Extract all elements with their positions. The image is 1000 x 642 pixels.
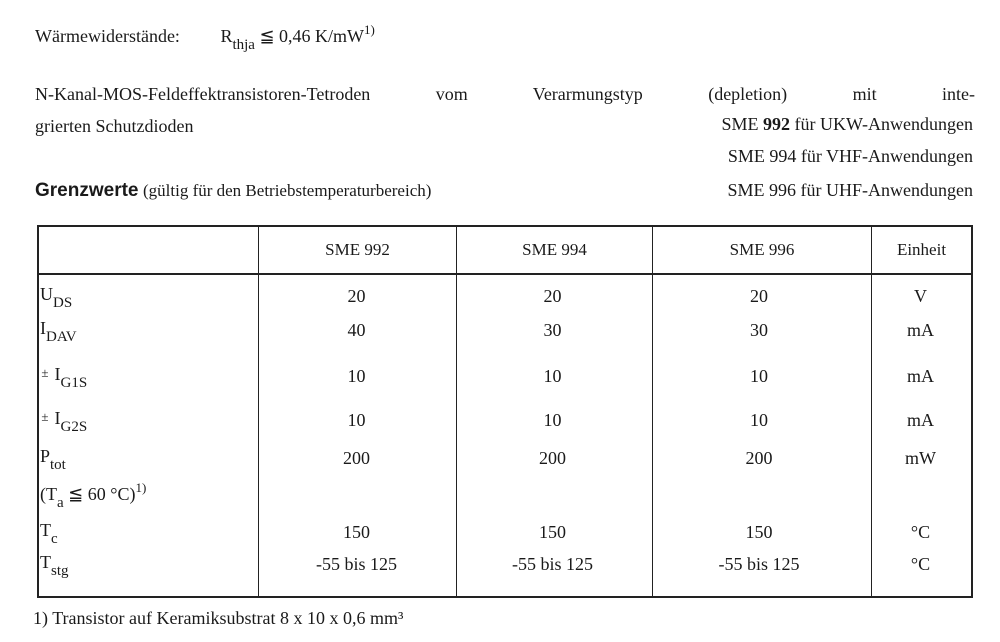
header-sme996: SME 996 [652, 226, 872, 275]
variant-type: SME [721, 114, 759, 134]
param-subscript: DAV [46, 329, 77, 345]
footnote-text: Transistor auf Keramiksubstrat 8 x 10 x … [52, 608, 404, 628]
table-cell: 200 [343, 448, 370, 468]
condition-open: (T [40, 484, 57, 504]
variant-use: für UHF-Anwendungen [800, 180, 973, 200]
variant-994: SME 994 für VHF-Anwendungen [728, 146, 973, 167]
param-symbol: T [40, 552, 51, 572]
param-symbol: T [40, 520, 51, 540]
table-cell: 200 [745, 448, 773, 468]
table-header-row: SME 992 SME 994 SME 996 Einheit [37, 226, 973, 275]
unit-cell: mW [905, 448, 936, 468]
row-parameter: Ptot [40, 446, 66, 474]
param-subscript: stg [51, 563, 69, 579]
table-cell: 150 [745, 522, 773, 542]
table-cell: 30 [750, 320, 768, 340]
symbol-r: R [220, 26, 233, 46]
limits-table: SME 992 SME 994 SME 996 Einheit [37, 225, 973, 598]
table-cell: 150 [343, 522, 370, 542]
plus-minus-sign: ± [41, 409, 49, 424]
intro-line-2: grierten Schutzdioden [35, 116, 194, 136]
table-cell: 150 [539, 522, 566, 542]
unit-cell: mA [907, 320, 934, 340]
unit-cell: °C [910, 554, 931, 574]
param-subscript: DS [53, 295, 73, 311]
unit-cell: mA [907, 366, 934, 386]
table-cell: 200 [539, 448, 566, 468]
row-parameter: UDS [40, 284, 72, 312]
row-parameter: Tstg [40, 552, 69, 580]
condition-sub: a [57, 495, 64, 511]
section-heading: Grenzwerte (gültig für den Betriebstempe… [35, 180, 431, 202]
table-cell: 10 [347, 366, 366, 386]
header-sme992: SME 992 [258, 226, 457, 275]
unit-cell: V [914, 286, 927, 306]
section-subtitle: (gültig für den Betriebstemperaturbereic… [142, 181, 432, 200]
thermal-value: 0,46 K/mW [279, 26, 365, 46]
table-cell: -55 bis 125 [718, 554, 800, 574]
param-subscript: G2S [60, 419, 88, 435]
variant-number: 992 [763, 114, 791, 134]
table-cell: 10 [750, 366, 768, 386]
table-cell: 40 [347, 320, 366, 340]
intro-line-1: N-Kanal-MOS-Feldeffektransistoren-Tetrod… [35, 84, 975, 104]
header-unit: Einheit [871, 226, 973, 275]
footnote-mark: 1) [33, 608, 48, 628]
section-title: Grenzwerte [35, 180, 139, 201]
unit-cell: mA [907, 410, 934, 430]
variant-number: 994 [769, 146, 797, 166]
row-parameter: ± IG1S [40, 364, 87, 392]
table-cell: -55 bis 125 [316, 554, 397, 574]
param-symbol: I [40, 318, 46, 338]
symbol-sub: thja [232, 37, 255, 53]
param-symbol: I [54, 408, 61, 428]
table-cell: 10 [543, 366, 562, 386]
row-parameter: ± IG2S [40, 408, 87, 436]
row-parameter: Tc [40, 520, 58, 548]
param-symbol: P [40, 446, 51, 466]
variant-use: für UKW-Anwendungen [794, 114, 973, 134]
table-cell: 20 [347, 286, 366, 306]
table-cell: 10 [543, 410, 562, 430]
table-cell: 20 [750, 286, 768, 306]
condition: (Ta ≦ 60 °C)1) [40, 480, 146, 512]
table-cell: -55 bis 125 [512, 554, 593, 574]
condition-footnote-ref: 1) [135, 480, 147, 495]
variant-number: 996 [769, 180, 797, 200]
thermal-resistance-line: Wärmewiderstände: Rthja ≦ 0,46 K/mW1) [35, 22, 375, 54]
variant-type: SME [727, 180, 765, 200]
footnote: 1) Transistor auf Keramiksubstrat 8 x 10… [33, 608, 403, 629]
variant-type: SME [727, 146, 765, 166]
variant-996: SME 996 für UHF-Anwendungen [728, 180, 973, 201]
table-cell: 30 [543, 320, 562, 340]
row-parameter: IDAV [40, 318, 77, 346]
thermal-label: Wärmewiderstände: [35, 26, 180, 46]
param-subscript: G1S [60, 375, 88, 391]
table-cell: 10 [347, 410, 366, 430]
thermal-relation: ≦ [259, 26, 275, 46]
variant-992: SME 992 für UKW-Anwendungen [722, 114, 973, 135]
unit-cell: °C [910, 522, 931, 542]
header-sme994: SME 994 [456, 226, 653, 275]
thermal-footnote-ref: 1) [364, 22, 375, 37]
condition-rest: ≦ 60 °C) [63, 484, 136, 504]
thermal-symbol: Rthja [220, 26, 255, 53]
variant-use: für VHF-Anwendungen [800, 146, 973, 166]
header-parameter [37, 226, 259, 275]
table-cell: 20 [543, 286, 562, 306]
param-subscript: tot [50, 457, 66, 473]
param-symbol: I [54, 364, 61, 384]
param-symbol: U [40, 284, 53, 304]
param-subscript: c [51, 531, 58, 547]
plus-minus-sign: ± [41, 365, 49, 380]
table-cell: 10 [750, 410, 768, 430]
